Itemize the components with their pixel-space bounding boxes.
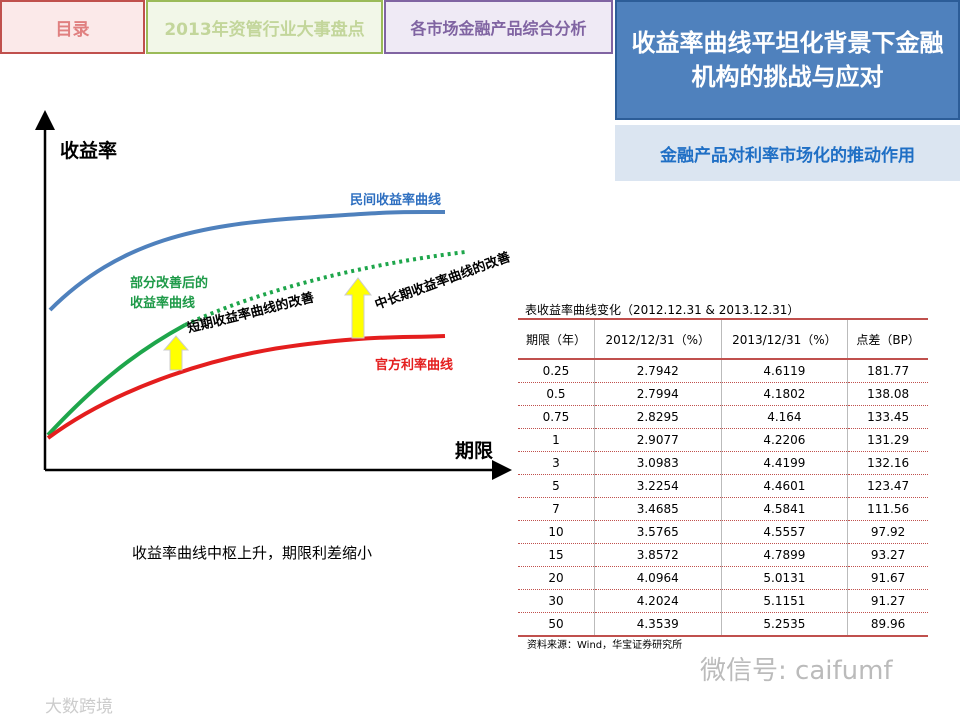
table-cell: 4.4199: [720, 451, 848, 475]
yield-table: 期限（年） 2012/12/31（%） 2013/12/31（%） 点差（BP） 0.…: [518, 318, 928, 637]
subtitle: 金融产品对利率市场化的推动作用: [615, 125, 960, 181]
table-cell: 5.1151: [720, 589, 848, 613]
table-cell: 123.47: [847, 474, 928, 498]
nav-tab[interactable]: 各市场金融产品综合分析: [384, 0, 613, 54]
table-cell: 93.27: [847, 543, 928, 567]
table-cell: 3.2254: [593, 474, 722, 498]
table-cell: 4.0964: [593, 566, 722, 590]
y-axis-label: 收益率: [60, 140, 118, 162]
curve-label: 民间收益率曲线: [350, 193, 442, 208]
table-cell: 5.2535: [720, 612, 848, 637]
table-cell: 4.7899: [720, 543, 848, 567]
table-cell: 2.7994: [593, 382, 722, 406]
table-cell: 0.25: [518, 359, 595, 383]
table-row: 10 3.5765 4.5557 97.92: [518, 520, 928, 544]
table-cell: 30: [518, 589, 595, 613]
table-cell: 4.5841: [720, 497, 848, 521]
column-header: 期限（年）: [518, 319, 595, 360]
table-cell: 4.3539: [593, 612, 722, 637]
caption: 收益率曲线中枢上升，期限利差缩小: [132, 544, 373, 562]
table-cell: 20: [518, 566, 595, 590]
table-row: 0.75 2.8295 4.164 133.45: [518, 405, 928, 429]
table-cell: 4.2024: [593, 589, 722, 613]
x-axis-label: 期限: [455, 440, 494, 462]
table-cell: 5: [518, 474, 595, 498]
active-tab: 收益率曲线平坦化背景下金融机构的挑战与应对: [615, 0, 960, 120]
nav-tab[interactable]: 2013年资管行业大事盘点: [146, 0, 383, 54]
table-cell: 3.4685: [593, 497, 722, 521]
watermark: 微信号: caifumf: [700, 656, 893, 686]
table-cell: 0.75: [518, 405, 595, 429]
table-row: 3 3.0983 4.4199 132.16: [518, 451, 928, 475]
table-cell: 133.45: [847, 405, 928, 429]
table-cell: 131.29: [847, 428, 928, 452]
table-row: 30 4.2024 5.1151 91.27: [518, 589, 928, 613]
arrow: [343, 277, 373, 339]
table-row: 50 4.3539 5.2535 89.96: [518, 612, 928, 637]
table-cell: 2.8295: [593, 405, 722, 429]
table-row: 5 3.2254 4.4601 123.47: [518, 474, 928, 498]
table-cell: 4.6119: [720, 359, 848, 383]
table-cell: 4.4601: [720, 474, 848, 498]
column-header: 2013/12/31（%）: [720, 319, 848, 360]
table-cell: 3.5765: [593, 520, 722, 544]
table-cell: 89.96: [847, 612, 928, 637]
watermark: 大数跨境: [45, 697, 113, 717]
table-cell: 5.0131: [720, 566, 848, 590]
table-cell: 4.2206: [720, 428, 848, 452]
nav-tab[interactable]: 目录: [0, 0, 145, 54]
official-curve: [46, 334, 446, 440]
curve-label: 部分改善后的收益率曲线: [130, 276, 209, 311]
column-header: 2012/12/31（%）: [593, 319, 722, 360]
table-cell: 97.92: [847, 520, 928, 544]
table-cell: 138.08: [847, 382, 928, 406]
table-title: 表收益率曲线变化（2012.12.31 & 2013.12.31）: [525, 303, 800, 317]
curve-label: 官方利率曲线: [375, 358, 454, 373]
table-row: 0.25 2.7942 4.6119 181.77: [518, 359, 928, 383]
table-cell: 1: [518, 428, 595, 452]
table-cell: 7: [518, 497, 595, 521]
table-cell: 4.5557: [720, 520, 848, 544]
table-cell: 2.9077: [593, 428, 722, 452]
table-row: 20 4.0964 5.0131 91.67: [518, 566, 928, 590]
table-body: 0.25 2.7942 4.6119 181.77 0.5 2.7994 4.1802 138…: [518, 359, 928, 637]
table-cell: 0.5: [518, 382, 595, 406]
yield-diagram: [35, 110, 512, 480]
table-cell: 91.67: [847, 566, 928, 590]
table-cell: 50: [518, 612, 595, 637]
table-cell: 4.1802: [720, 382, 848, 406]
table-cell: 91.27: [847, 589, 928, 613]
table-row: 7 3.4685 4.5841 111.56: [518, 497, 928, 521]
table-cell: 111.56: [847, 497, 928, 521]
table-row: 0.5 2.7994 4.1802 138.08: [518, 382, 928, 406]
private-curve: [48, 209, 446, 312]
column-header: 点差（BP）: [847, 319, 928, 360]
table-row: 1 2.9077 4.2206 131.29: [518, 428, 928, 452]
table-cell: 4.164: [720, 405, 848, 429]
table-cell: 181.77: [847, 359, 928, 383]
table-cell: 132.16: [847, 451, 928, 475]
table-cell: 3.0983: [593, 451, 722, 475]
arrow: [162, 335, 190, 371]
improved-curve: [46, 323, 186, 437]
source: 资料来源：Wind，华宝证券研究所: [527, 640, 683, 651]
table-cell: 3: [518, 451, 595, 475]
header-row: 期限（年） 2012/12/31（%） 2013/12/31（%） 点差（BP）: [518, 319, 928, 360]
table-row: 15 3.8572 4.7899 93.27: [518, 543, 928, 567]
table-cell: 3.8572: [593, 543, 722, 567]
table-cell: 2.7942: [593, 359, 722, 383]
table-cell: 10: [518, 520, 595, 544]
table-cell: 15: [518, 543, 595, 567]
